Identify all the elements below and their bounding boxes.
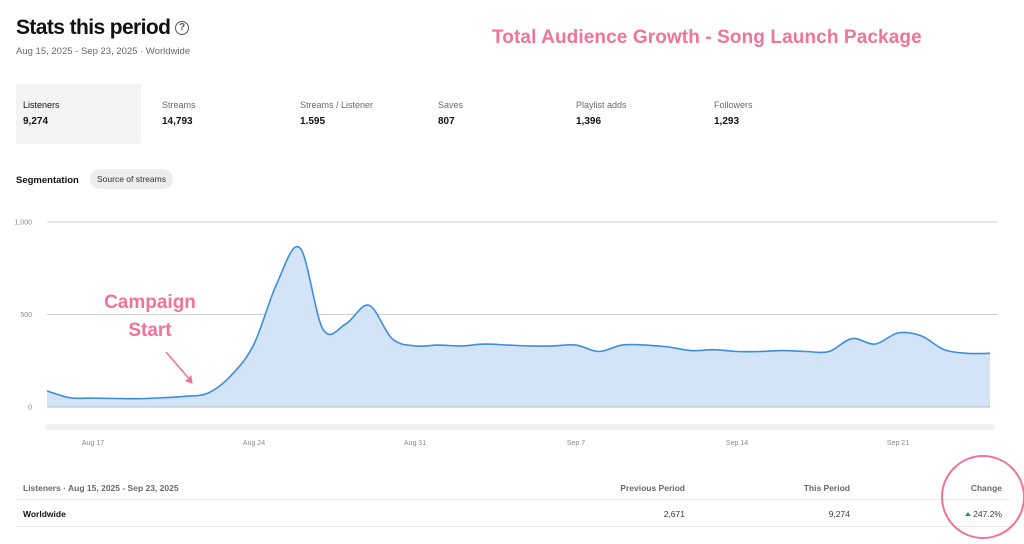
area-fill (47, 246, 990, 407)
y-tick-label: 1,000 (14, 220, 32, 227)
stat-value: 807 (438, 116, 455, 127)
series-line-listeners (46, 245, 991, 400)
segmentation-source-button[interactable]: Source of streams (90, 169, 173, 189)
column-previous-period[interactable]: Previous Period (620, 483, 685, 493)
annotation-headline: Total Audience Growth - Song Launch Pack… (492, 27, 922, 48)
stat-value: 1,293 (714, 116, 740, 127)
x-tick-label: Sep 7 (567, 440, 585, 447)
highlight-circle (941, 455, 1024, 539)
stat-value: 1,396 (576, 116, 602, 127)
x-tick-label: Aug 24 (243, 440, 265, 447)
y-axis-ticks: 0 500 1,000 (14, 220, 32, 412)
stat-tab-streams[interactable]: Streams 14,793 (155, 84, 280, 144)
annotation-arrow-head (185, 374, 193, 384)
stat-value: 9,274 (23, 116, 49, 127)
stat-label: Listeners (23, 100, 60, 110)
date-range-subtitle: Aug 15, 2025 - Sep 23, 2025 · Worldwide (16, 46, 191, 57)
x-tick-label: Aug 17 (82, 440, 104, 447)
stat-value: 1.595 (300, 116, 326, 127)
page-title: Stats this period (16, 16, 171, 39)
stat-label: Followers (714, 100, 753, 110)
column-this-period[interactable]: This Period (803, 483, 850, 493)
listeners-area-chart: 0 500 1,000 Aug 17 Aug 24 Aug 31 Sep 7 Sep 14 S… (14, 220, 997, 447)
table-header-label: Listeners · Aug 15, 2025 - Sep 23, 2025 (23, 483, 179, 493)
stat-value: 14,793 (162, 116, 193, 127)
listeners-table: Listeners · Aug 15, 2025 - Sep 23, 2025 … (16, 475, 1010, 527)
stat-tab-playlist-adds[interactable]: Playlist adds 1,396 (569, 84, 694, 144)
table-row: Worldwide 2,671 9,274 247.2% (16, 500, 1010, 527)
x-tick-label: Sep 21 (887, 440, 909, 447)
stat-tab-listeners[interactable]: Listeners 9,274 (16, 84, 141, 144)
question-circle-icon[interactable]: ? (175, 21, 189, 35)
stat-label: Saves (438, 100, 464, 110)
row-previous-value: 2,671 (663, 509, 685, 519)
stat-tab-followers[interactable]: Followers 1,293 (707, 84, 832, 144)
row-current-value: 9,274 (828, 509, 850, 519)
stat-tab-streams-per-listener[interactable]: Streams / Listener 1.595 (293, 84, 418, 144)
x-tick-label: Sep 14 (726, 440, 748, 447)
x-axis-ticks: Aug 17 Aug 24 Aug 31 Sep 7 Sep 14 Sep 21 (82, 440, 909, 447)
annotation-line-2: Start (128, 320, 172, 341)
stat-label: Streams / Listener (300, 100, 374, 110)
y-tick-label: 0 (28, 405, 32, 412)
y-tick-label: 500 (20, 312, 32, 319)
campaign-start-annotation: Campaign Start (104, 292, 196, 384)
segmentation-label: Segmentation (16, 175, 79, 186)
table-header: Listeners · Aug 15, 2025 - Sep 23, 2025 … (16, 475, 1010, 500)
stat-label: Streams (162, 100, 196, 110)
annotation-line-1: Campaign (104, 292, 196, 313)
x-tick-label: Aug 31 (404, 440, 426, 447)
stat-tab-saves[interactable]: Saves 807 (431, 84, 556, 144)
grid-lines (47, 221, 997, 315)
chart-scrollbar[interactable] (45, 424, 995, 430)
stat-label: Playlist adds (576, 100, 627, 110)
annotation-arrow-shaft (165, 351, 192, 382)
row-name: Worldwide (23, 509, 66, 519)
